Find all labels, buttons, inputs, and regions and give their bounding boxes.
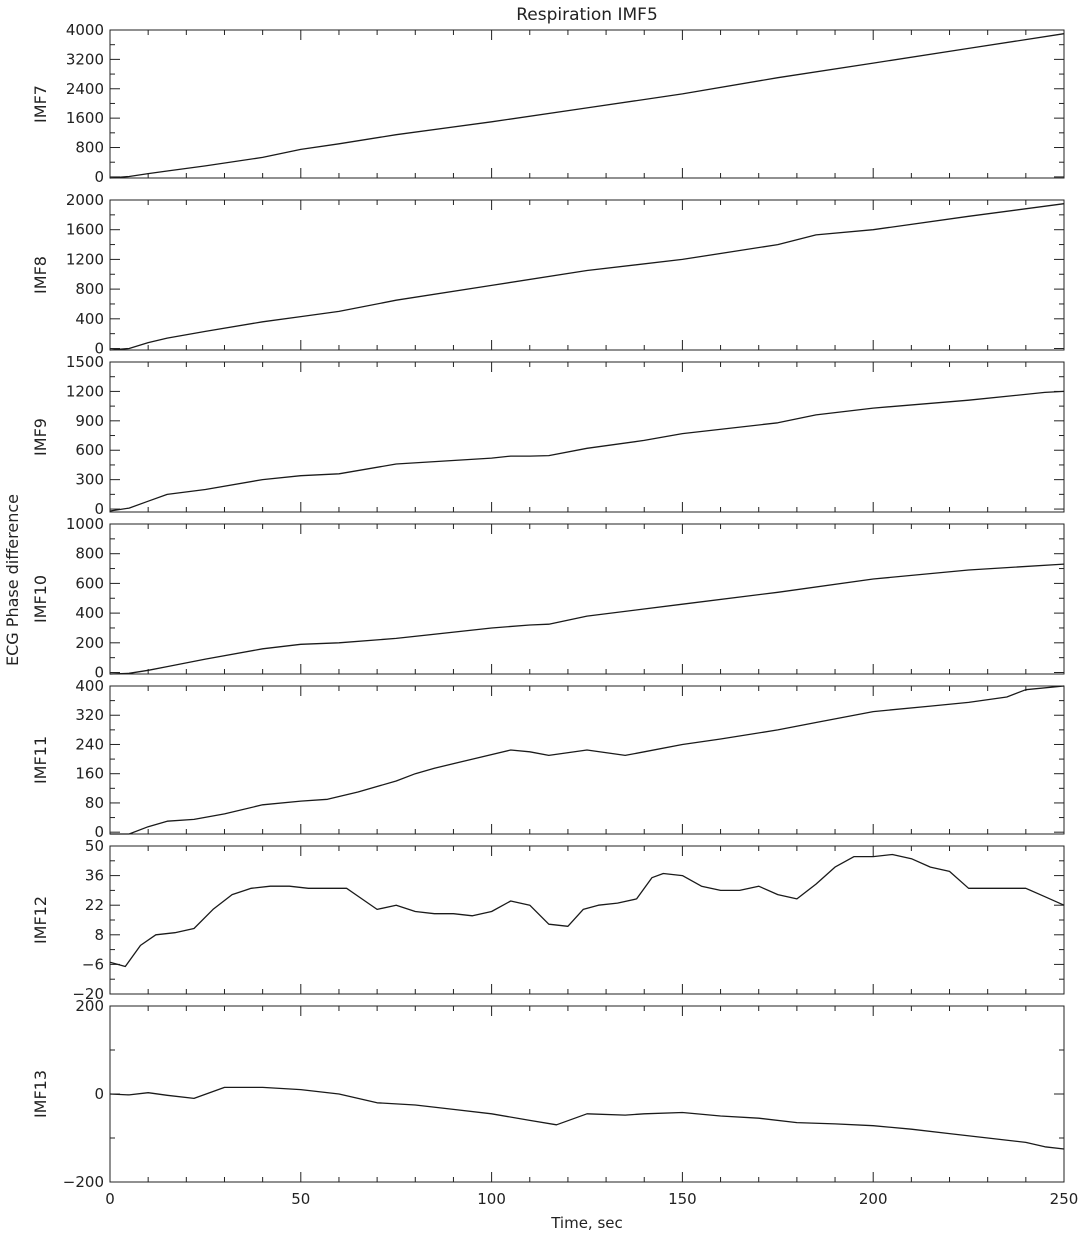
panels: 08001600240032004000IMF70400800120016002… — [31, 21, 1078, 1208]
y-tick-label: 1200 — [66, 250, 104, 268]
y-tick-label: 2400 — [66, 80, 104, 98]
plot-frame — [109, 523, 1065, 675]
y-tick-label: 0 — [94, 500, 104, 518]
y-tick-label: 400 — [75, 677, 104, 695]
y-tick-label: −20 — [72, 985, 104, 1003]
plot-frame — [109, 845, 1065, 995]
y-tick-label: 0 — [94, 664, 104, 682]
y-tick-label: 8 — [94, 926, 104, 944]
y-tick-label: 1500 — [66, 353, 104, 371]
y-tick-label: 400 — [75, 604, 104, 622]
x-tick-label: 200 — [859, 1190, 888, 1208]
series-line-imf13 — [109, 1086, 1065, 1150]
x-tick-label: 250 — [1050, 1190, 1079, 1208]
panel-imf9: 0 300 600 900 1200 1500 IMF9 — [31, 353, 1065, 518]
y-tick-label: 1200 — [66, 382, 104, 400]
y-tick-label: 300 — [75, 471, 104, 489]
y-tick-label: 0 — [94, 1085, 104, 1103]
panel-imf11: 0 80 160 240 320 400 IMF11 — [31, 677, 1065, 841]
x-tick-label: 150 — [668, 1190, 697, 1208]
plot-frame — [109, 199, 1065, 351]
series-line-imf7 — [109, 33, 1065, 179]
y-tick-label: 900 — [75, 412, 104, 430]
series-line-imf10 — [109, 563, 1065, 675]
x-tick-label: 50 — [291, 1190, 310, 1208]
series-line-imf12 — [109, 853, 1065, 968]
y-tick-label: −6 — [82, 955, 104, 973]
panel-imf10: 0 200 400 600 800 1000 IMF10 — [31, 515, 1065, 682]
panel-y-label: IMF13 — [31, 1070, 50, 1118]
panel-y-label: IMF8 — [31, 256, 50, 294]
y-tick-label: 3200 — [66, 50, 104, 68]
panel-imf7: 0 800 1600 2400 3200 4000 IMF7 — [31, 21, 1065, 186]
y-tick-label: 200 — [75, 634, 104, 652]
y-tick-label: 1600 — [66, 109, 104, 127]
panel-y-label: IMF12 — [31, 896, 50, 944]
y-tick-label: 1600 — [66, 221, 104, 239]
plot-frame — [109, 361, 1065, 513]
panel-y-label: IMF11 — [31, 736, 50, 784]
chart-title: Respiration IMF5 — [516, 5, 658, 25]
y-tick-label: 600 — [75, 574, 104, 592]
y-tick-label: 200 — [75, 997, 104, 1015]
y-tick-label: 4000 — [66, 21, 104, 39]
y-tick-label: 400 — [75, 310, 104, 328]
series-line-imf8 — [109, 203, 1065, 351]
series-line-imf11 — [110, 685, 1065, 835]
y-tick-label: 800 — [75, 139, 104, 157]
y-tick-label: 0 — [94, 340, 104, 358]
y-tick-label: 2000 — [66, 191, 104, 209]
y-tick-label: 1000 — [66, 515, 104, 533]
plot-frame — [109, 29, 1065, 179]
y-tick-label: 50 — [85, 837, 104, 855]
y-tick-label: 0 — [94, 823, 104, 841]
y-tick-label: 0 — [94, 168, 104, 186]
y-tick-label: 22 — [85, 896, 104, 914]
y-tick-label: 800 — [75, 280, 104, 298]
y-tick-label: 600 — [75, 441, 104, 459]
panel-imf8: 0 400 800 1200 1600 2000 IMF8 — [31, 191, 1065, 358]
panel-y-label: IMF10 — [31, 575, 50, 623]
plot-frame — [109, 1005, 1065, 1183]
common-y-axis-label: ECG Phase difference — [3, 494, 22, 666]
x-axis-label: Time, sec — [550, 1214, 623, 1232]
y-tick-label: 240 — [75, 735, 104, 753]
panel-y-label: IMF7 — [31, 85, 50, 123]
y-tick-label: 80 — [85, 794, 104, 812]
x-tick-label: 0 — [105, 1190, 115, 1208]
series-line-imf9 — [109, 390, 1065, 512]
y-tick-label: −200 — [63, 1173, 104, 1191]
y-tick-label: 36 — [85, 867, 104, 885]
panel-y-label: IMF9 — [31, 418, 50, 456]
panel-imf12: −20 −6 8 22 36 50 IMF12 — [31, 837, 1065, 1003]
plot-frame — [109, 685, 1065, 835]
x-tick-label: 100 — [477, 1190, 506, 1208]
y-tick-label: 320 — [75, 706, 104, 724]
panel-imf13: −200 0 200 IMF13 — [31, 997, 1065, 1191]
y-tick-label: 160 — [75, 765, 104, 783]
y-tick-label: 800 — [75, 545, 104, 563]
